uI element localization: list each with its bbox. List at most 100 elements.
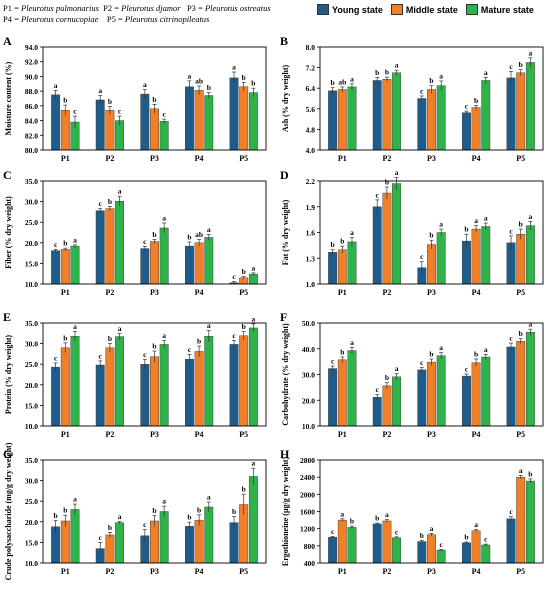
significance-letter-d-p5-young: c bbox=[509, 226, 513, 235]
significance-letter-a-p2-mature: c bbox=[118, 107, 122, 116]
y-tick-label-g: 20.0 bbox=[25, 518, 38, 527]
x-tick-label-f-p4: P4 bbox=[472, 430, 481, 439]
y-tick-label-b: 4.0 bbox=[306, 146, 316, 155]
bar-b-p3-middle bbox=[427, 89, 436, 151]
bar-c-p2-middle bbox=[105, 208, 115, 285]
significance-letter-c-p2-middle: b bbox=[108, 197, 112, 206]
significance-letter-b-p5-middle: b bbox=[519, 60, 523, 69]
bar-f-p2-young bbox=[372, 396, 382, 427]
bar-e-p1-young bbox=[51, 366, 61, 427]
bar-a-p4-young bbox=[184, 86, 194, 151]
significance-letter-f-p2-middle: b bbox=[385, 373, 389, 382]
bar-g-p5-mature bbox=[248, 476, 258, 564]
panel-label-b: B bbox=[280, 34, 288, 48]
bar-b-p1-middle bbox=[337, 89, 347, 151]
significance-letter-a-p4-young: a bbox=[188, 71, 192, 80]
bar-a-p3-young bbox=[140, 93, 150, 151]
significance-letter-f-p3-mature: a bbox=[439, 343, 443, 352]
y-tick-label-c: 15.0 bbox=[25, 259, 38, 268]
significance-letter-d-p5-middle: b bbox=[519, 220, 523, 229]
significance-letter-d-p5-mature: a bbox=[528, 212, 532, 221]
y-tick-label-d: 1.6 bbox=[306, 229, 316, 238]
x-tick-label-f-p3: P3 bbox=[427, 430, 436, 439]
y-tick-label-f: 30.0 bbox=[302, 371, 315, 380]
bar-c-p3-young bbox=[140, 248, 150, 285]
y-tick-label-h: 2400 bbox=[300, 473, 315, 482]
significance-letter-a-p4-middle: ab bbox=[195, 76, 203, 85]
bar-h-p4-mature bbox=[481, 544, 491, 564]
y-tick-label-a: 92.0 bbox=[25, 58, 38, 67]
y-tick-label-b: 6.4 bbox=[306, 84, 316, 93]
y-tick-label-a: 82.0 bbox=[25, 131, 38, 140]
panel-label-d: D bbox=[280, 168, 289, 182]
y-tick-label-e: 35.0 bbox=[25, 319, 38, 328]
legend-label-middle: Middle state bbox=[405, 4, 458, 15]
significance-letter-d-p4-young: b bbox=[464, 225, 468, 234]
bar-f-p1-young bbox=[328, 368, 338, 427]
y-axis-label-d: Fat (% dry weight) bbox=[281, 199, 290, 265]
x-tick-label-b-p5: P5 bbox=[516, 154, 525, 163]
y-tick-label-e: 20.0 bbox=[25, 381, 38, 390]
bar-e-p2-middle bbox=[105, 347, 115, 427]
significance-letter-e-p1-young: c bbox=[54, 353, 58, 362]
significance-letter-c-p5-young: c bbox=[232, 272, 236, 281]
significance-letter-e-p4-middle: b bbox=[197, 337, 201, 346]
header: P1 = Pleurotus pulmonarius P2 = Pleurotu… bbox=[0, 0, 550, 40]
significance-letter-f-p2-mature: a bbox=[395, 364, 399, 373]
legend-swatch-mature bbox=[465, 4, 478, 15]
bar-h-p1-young bbox=[328, 537, 338, 564]
legend-swatch-middle bbox=[390, 4, 403, 15]
y-tick-label-d: 1.9 bbox=[306, 203, 316, 212]
significance-letter-g-p2-middle: b bbox=[108, 523, 112, 532]
bar-g-p4-middle bbox=[194, 519, 204, 564]
y-tick-label-a: 90.0 bbox=[25, 72, 38, 81]
x-tick-label-f-p2: P2 bbox=[382, 430, 391, 439]
species-key-row-1: P1 = Pleurotus pulmonarius P2 = Pleurotu… bbox=[3, 3, 271, 13]
significance-letter-b-p3-mature: a bbox=[439, 71, 443, 80]
x-tick-label-c-p2: P2 bbox=[105, 288, 114, 297]
bar-h-p2-mature bbox=[392, 537, 402, 564]
bar-d-p1-middle bbox=[337, 249, 347, 285]
significance-letter-d-p1-young: b bbox=[331, 240, 335, 249]
y-tick-label-d: 1.0 bbox=[306, 280, 316, 289]
x-tick-label-h-p3: P3 bbox=[427, 567, 436, 576]
y-tick-label-f: 50.0 bbox=[302, 319, 315, 328]
bar-d-p3-mature bbox=[436, 232, 446, 285]
y-tick-label-a: 88.0 bbox=[25, 87, 38, 96]
bar-e-p3-middle bbox=[150, 356, 159, 427]
significance-letter-e-p5-middle: b bbox=[242, 322, 246, 331]
y-tick-label-h: 1600 bbox=[300, 508, 315, 517]
y-axis-label-e: Protein (% dry weight) bbox=[4, 335, 13, 415]
x-tick-label-g-p1: P1 bbox=[61, 567, 70, 576]
x-tick-label-f-p1: P1 bbox=[338, 430, 347, 439]
bar-f-p4-middle bbox=[471, 362, 481, 427]
x-tick-label-a-p4: P4 bbox=[195, 154, 204, 163]
bar-c-p4-middle bbox=[194, 242, 204, 285]
significance-letter-d-p2-middle: b bbox=[385, 178, 389, 187]
significance-letter-f-p1-mature: a bbox=[350, 338, 354, 347]
species-code-p3: P3 = bbox=[186, 3, 205, 13]
legend-label-mature: Mature state bbox=[480, 4, 534, 15]
bar-f-p3-middle bbox=[427, 361, 436, 427]
significance-letter-b-p1-young: b bbox=[331, 78, 335, 87]
significance-letter-c-p2-young: c bbox=[99, 199, 103, 208]
plot-frame-g bbox=[42, 459, 267, 564]
x-tick-label-b-p2: P2 bbox=[382, 154, 391, 163]
significance-letter-b-p5-mature: a bbox=[528, 48, 532, 57]
bar-e-p3-mature bbox=[159, 344, 169, 427]
bar-h-p3-middle bbox=[427, 534, 436, 564]
bar-c-p1-young bbox=[51, 250, 61, 285]
y-tick-label-e: 10.0 bbox=[25, 422, 38, 431]
bar-g-p1-mature bbox=[70, 509, 80, 564]
significance-letter-f-p4-mature: a bbox=[484, 345, 488, 354]
bar-e-p2-mature bbox=[115, 336, 125, 427]
y-tick-label-b: 8.0 bbox=[306, 43, 316, 52]
significance-letter-a-p2-young: a bbox=[98, 86, 102, 95]
species-code-p4: P4 = bbox=[3, 14, 22, 24]
y-tick-label-c: 25.0 bbox=[25, 218, 38, 227]
significance-letter-b-p4-mature: a bbox=[484, 68, 488, 77]
x-tick-label-a-p1: P1 bbox=[61, 154, 70, 163]
legend: Young state Middle state Mature state bbox=[317, 4, 534, 15]
bar-a-p4-mature bbox=[204, 95, 214, 151]
significance-letter-h-p3-middle: a bbox=[430, 524, 434, 533]
